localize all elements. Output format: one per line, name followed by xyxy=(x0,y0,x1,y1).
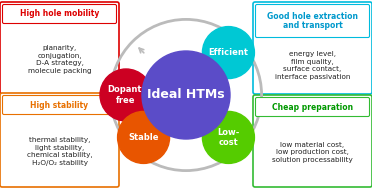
FancyBboxPatch shape xyxy=(253,95,372,187)
Text: planarity,
conjugation,
D-A strategy,
molecule packing: planarity, conjugation, D-A strategy, mo… xyxy=(28,45,91,74)
Text: Good hole extraction
and transport: Good hole extraction and transport xyxy=(267,12,358,30)
Text: thermal stability,
light stability,
chemical stability,
H₂O/O₂ stability: thermal stability, light stability, chem… xyxy=(27,137,92,166)
Text: Stable: Stable xyxy=(128,133,159,142)
Text: energy level,
film quality,
surface contact,
interface passivation: energy level, film quality, surface cont… xyxy=(275,51,350,80)
FancyBboxPatch shape xyxy=(0,2,119,94)
Text: Low-
cost: Low- cost xyxy=(217,128,240,147)
Text: High stability: High stability xyxy=(31,101,89,109)
Text: Ideal HTMs: Ideal HTMs xyxy=(147,88,225,101)
Text: Efficient: Efficient xyxy=(208,48,248,57)
FancyBboxPatch shape xyxy=(3,95,116,115)
FancyBboxPatch shape xyxy=(256,98,369,116)
Circle shape xyxy=(118,112,170,163)
Text: High hole mobility: High hole mobility xyxy=(20,9,99,19)
FancyBboxPatch shape xyxy=(0,93,119,187)
FancyBboxPatch shape xyxy=(256,5,369,37)
Circle shape xyxy=(202,27,254,79)
Circle shape xyxy=(100,69,152,121)
Text: Cheap preparation: Cheap preparation xyxy=(272,102,353,112)
Text: low material cost,
low production cost,
solution processability: low material cost, low production cost, … xyxy=(272,142,353,163)
FancyBboxPatch shape xyxy=(253,2,372,94)
FancyBboxPatch shape xyxy=(3,5,116,23)
Text: Dopant-
free: Dopant- free xyxy=(107,85,145,105)
Circle shape xyxy=(142,51,230,139)
Circle shape xyxy=(202,112,254,163)
